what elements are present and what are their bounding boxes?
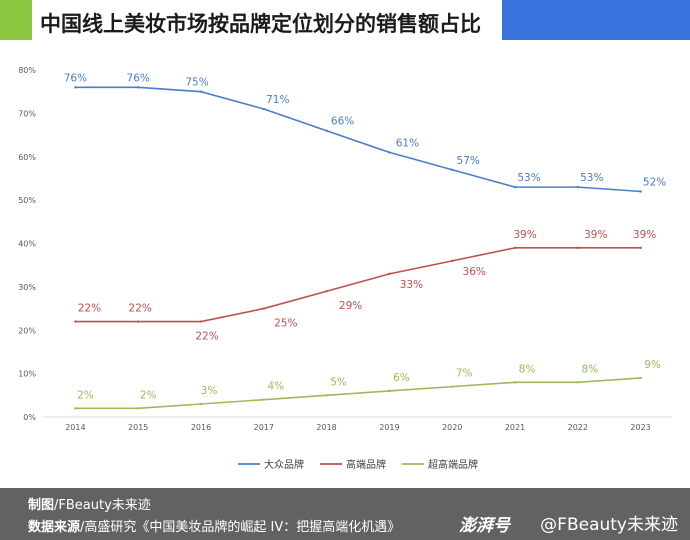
data-label: 36% [463, 266, 486, 278]
data-label: 5% [330, 376, 347, 388]
data-label: 39% [513, 229, 536, 241]
x-tick-label: 2022 [568, 423, 588, 432]
watermark-logo: 澎湃号 [459, 516, 510, 536]
series-point [639, 246, 642, 250]
series-point [388, 272, 391, 276]
y-tick-label: 40% [18, 240, 36, 249]
data-label: 53% [517, 172, 540, 184]
series-point [451, 168, 454, 171]
data-label: 22% [195, 331, 218, 343]
series-point [388, 389, 391, 393]
series-point [137, 320, 140, 323]
x-tick-label: 2018 [316, 423, 336, 432]
y-tick-label: 60% [18, 153, 36, 162]
data-label: 39% [584, 229, 607, 241]
x-tick-label: 2014 [65, 423, 85, 432]
series-point [451, 385, 454, 388]
data-label: 22% [129, 303, 152, 315]
x-tick-label: 2015 [128, 423, 148, 432]
series-point [137, 86, 140, 89]
series-point [639, 190, 642, 193]
series-point [262, 307, 265, 310]
x-tick-label: 2017 [254, 423, 274, 432]
title-accent-green [0, 0, 32, 40]
footer: 制图/FBeauty未来迹 数据来源/高盛研究《中国美妆品牌的崛起 IV：把握高… [0, 488, 690, 540]
data-label: 75% [185, 77, 208, 89]
watermark-handle: @FBeauty未来迹 [540, 515, 678, 535]
series-line-3 [75, 377, 641, 410]
data-label: 7% [456, 368, 473, 380]
y-tick-label: 20% [18, 326, 36, 335]
data-label: 25% [274, 318, 297, 330]
footer-source: 数据来源/高盛研究《中国美妆品牌的崛起 IV：把握高端化机遇》 [28, 520, 401, 535]
series-point [199, 90, 203, 93]
x-tick-label: 2021 [505, 423, 525, 432]
series-point [513, 381, 517, 384]
series-point [74, 407, 77, 410]
series-point [199, 402, 203, 406]
legend-label: 高端品牌 [346, 458, 386, 471]
line-chart: 0% 10% 20% 30% 40% 50% 60% 70% 80% 2014 2015 2016 20… [18, 66, 672, 471]
chart-title: 中国线上美妆市场按品牌定位划分的销售额占比 [40, 12, 481, 36]
data-label: 39% [633, 229, 656, 241]
data-label: 66% [331, 116, 354, 128]
series-point [74, 86, 77, 89]
data-label: 6% [393, 372, 410, 384]
series-point [325, 394, 328, 397]
series-point [576, 185, 579, 189]
series-point [576, 246, 579, 250]
series-point [513, 185, 517, 189]
x-tick-label: 2016 [191, 423, 211, 432]
data-label: 4% [267, 381, 284, 393]
x-tick-label: 2020 [442, 423, 462, 432]
series-point [262, 398, 265, 401]
title-bar: 中国线上美妆市场按品牌定位划分的销售额占比 [0, 0, 690, 50]
data-label: 22% [78, 303, 101, 315]
legend-label: 超高端品牌 [428, 458, 478, 471]
y-tick-label: 10% [18, 370, 36, 379]
x-tick-label: 2019 [379, 423, 399, 432]
data-label: 29% [339, 300, 362, 312]
y-tick-label: 70% [18, 109, 36, 118]
series-point [325, 290, 328, 293]
legend-label: 大众品牌 [264, 458, 304, 471]
data-label: 76% [64, 72, 87, 84]
data-label: 71% [266, 94, 289, 106]
y-tick-label: 0% [23, 413, 36, 422]
data-label: 57% [457, 155, 480, 167]
title-accent-blue [502, 0, 690, 40]
footer-maker: 制图/FBeauty未来迹 [28, 498, 151, 513]
data-label: 33% [400, 279, 423, 291]
series-line-1 [75, 86, 641, 193]
series-point [74, 320, 77, 323]
series-line-2 [75, 247, 641, 323]
data-label: 61% [396, 137, 419, 149]
series-point [199, 320, 203, 323]
series-point [576, 381, 579, 384]
y-tick-label: 50% [18, 196, 36, 205]
y-tick-label: 80% [18, 66, 36, 75]
data-label: 8% [519, 363, 536, 375]
data-label: 2% [140, 389, 157, 401]
x-tick-label: 2023 [630, 423, 650, 432]
data-label: 8% [581, 363, 598, 375]
data-label: 3% [201, 385, 218, 397]
data-label: 9% [644, 359, 661, 371]
series-point [639, 376, 642, 380]
series-point [262, 107, 265, 111]
series-point [388, 151, 391, 154]
series-point [513, 246, 517, 250]
data-label: 52% [643, 176, 666, 188]
data-label: 53% [580, 172, 603, 184]
y-tick-label: 30% [18, 283, 36, 292]
series-point [325, 129, 328, 132]
data-label: 2% [77, 389, 94, 401]
data-label: 76% [127, 72, 150, 84]
series-point [451, 259, 454, 263]
series-point [137, 407, 140, 410]
